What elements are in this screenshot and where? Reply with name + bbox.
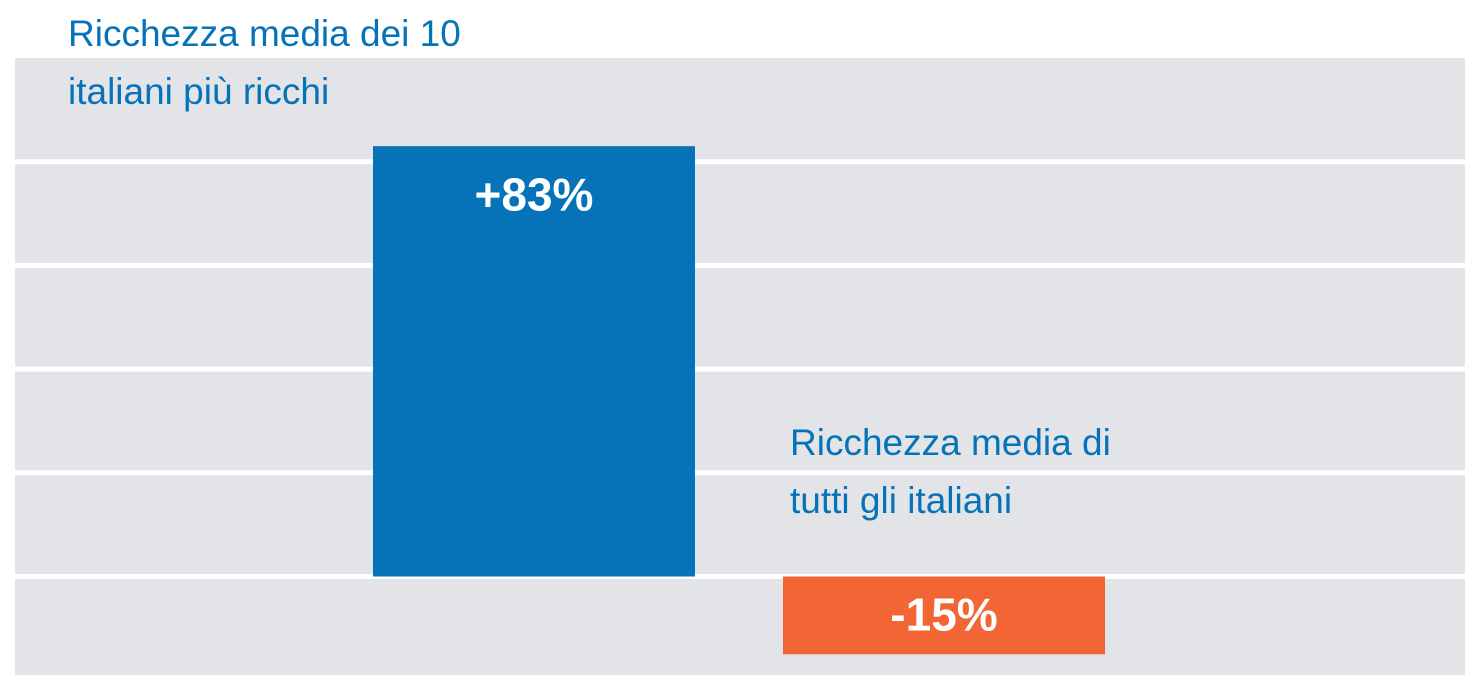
plot-background [15, 58, 1465, 675]
bar [783, 576, 1105, 655]
value-label: +83% [475, 168, 594, 220]
category-label: Ricchezza media dei 10 italiani più ricc… [68, 13, 461, 112]
category-label: Ricchezza media di tutti gli italiani [790, 422, 1111, 521]
value-label: -15% [890, 588, 997, 640]
bar [373, 146, 695, 577]
